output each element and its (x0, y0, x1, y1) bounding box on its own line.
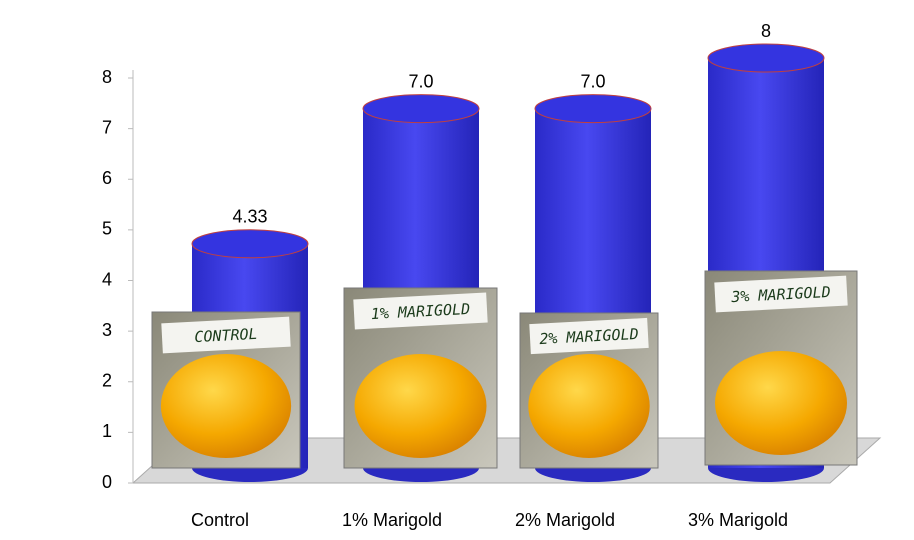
photos: CONTROL 1% MARIGOLD 2% MARIGOLD 3% MARIGOLD (151, 270, 858, 469)
bar-top (191, 229, 309, 259)
y-tick-label: 3 (102, 320, 112, 340)
photo-label-paper (353, 292, 488, 330)
y-tick-label: 5 (102, 219, 112, 239)
y-tick-label: 6 (102, 168, 112, 188)
y-tick-label: 1 (102, 421, 112, 441)
x-tick-label: 2% Marigold (515, 510, 615, 530)
data-label: 7.0 (580, 71, 605, 91)
data-label: 7.0 (408, 71, 433, 91)
y-tick-label: 7 (102, 117, 112, 137)
bar-top (707, 43, 825, 73)
data-label: 8 (761, 21, 771, 41)
photo-label: 1% MARIGOLD (370, 300, 470, 323)
photo-label-paper (714, 275, 848, 313)
y-tick-label: 0 (102, 472, 112, 492)
x-tick-label: 3% Marigold (688, 510, 788, 530)
photo-label-paper (161, 316, 291, 354)
photo-label-paper (529, 317, 649, 355)
x-tick-label: Control (191, 510, 249, 530)
photo-label: 2% MARIGOLD (539, 325, 639, 348)
data-label: 4.33 (232, 207, 267, 227)
egg-yolk (354, 354, 487, 458)
y-tick-label: 2 (102, 371, 112, 391)
photo-label: 3% MARIGOLD (730, 283, 831, 306)
bar-top (362, 94, 480, 124)
x-tick-label: 1% Marigold (342, 510, 442, 530)
egg-yolk (160, 354, 292, 458)
y-tick-label: 4 (102, 269, 112, 289)
photo-label: CONTROL (194, 325, 258, 346)
egg-yolk (528, 354, 650, 458)
bar-top (534, 94, 652, 124)
y-tick-label: 8 (102, 67, 112, 87)
egg-yolk (715, 351, 847, 455)
